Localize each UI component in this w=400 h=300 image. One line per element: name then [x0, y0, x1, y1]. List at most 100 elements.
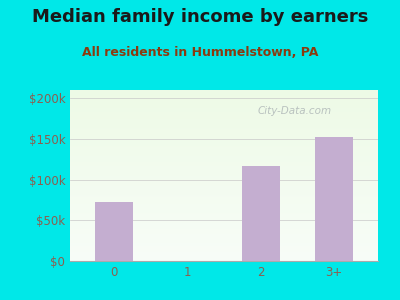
Bar	[70, 236, 378, 237]
Bar	[70, 104, 378, 105]
Bar	[70, 149, 378, 150]
Bar	[70, 206, 378, 207]
Bar	[70, 215, 378, 217]
Bar	[70, 202, 378, 203]
Bar	[70, 93, 378, 94]
Bar	[70, 146, 378, 147]
Bar	[70, 167, 378, 169]
Bar	[70, 189, 378, 190]
Bar	[70, 228, 378, 229]
Bar	[70, 194, 378, 195]
Bar	[70, 174, 378, 175]
Bar	[70, 193, 378, 194]
Bar	[70, 248, 378, 250]
Bar	[70, 198, 378, 200]
Bar	[70, 235, 378, 236]
Bar	[70, 134, 378, 136]
Bar	[70, 186, 378, 187]
Bar	[70, 120, 378, 121]
Bar	[70, 99, 378, 100]
Bar	[70, 176, 378, 177]
Bar	[70, 108, 378, 110]
Bar	[70, 188, 378, 189]
Bar	[70, 256, 378, 258]
Bar	[70, 140, 378, 141]
Bar	[70, 244, 378, 245]
Bar	[70, 162, 378, 163]
Bar	[70, 90, 378, 91]
Bar	[70, 258, 378, 259]
Bar	[70, 155, 378, 156]
Text: City-Data.com: City-Data.com	[258, 106, 332, 116]
Bar	[70, 116, 378, 117]
Bar	[70, 113, 378, 114]
Bar	[70, 259, 378, 260]
Bar	[70, 177, 378, 178]
Bar	[70, 152, 378, 153]
Bar	[70, 245, 378, 246]
Bar	[70, 100, 378, 101]
Bar	[70, 91, 378, 92]
Bar	[70, 247, 378, 248]
Bar	[70, 107, 378, 108]
Bar	[95, 202, 133, 261]
Bar	[70, 158, 378, 160]
Bar	[70, 137, 378, 138]
Bar	[70, 169, 378, 170]
Bar	[70, 254, 378, 255]
Bar	[70, 207, 378, 208]
Bar	[70, 179, 378, 180]
Bar	[70, 182, 378, 184]
Bar	[70, 132, 378, 133]
Bar	[70, 129, 378, 130]
Bar	[70, 242, 378, 243]
Bar	[70, 92, 378, 93]
Bar	[70, 110, 378, 112]
Bar	[70, 222, 378, 224]
Bar	[70, 246, 378, 247]
Bar	[70, 200, 378, 201]
Bar	[70, 103, 378, 104]
Bar	[70, 165, 378, 166]
Bar	[70, 101, 378, 103]
Bar	[70, 224, 378, 226]
Bar	[70, 212, 378, 213]
Bar	[70, 145, 378, 146]
Bar	[70, 241, 378, 242]
Bar	[70, 227, 378, 228]
Bar	[70, 211, 378, 212]
Bar	[70, 124, 378, 125]
Bar	[70, 251, 378, 252]
Bar	[70, 136, 378, 137]
Bar	[70, 164, 378, 165]
Bar	[70, 147, 378, 148]
Bar	[70, 150, 378, 152]
Bar	[70, 172, 378, 173]
Bar	[70, 117, 378, 119]
Bar	[70, 98, 378, 99]
Bar	[70, 232, 378, 234]
Bar	[70, 173, 378, 174]
Bar	[70, 208, 378, 210]
Bar	[70, 148, 378, 149]
Bar	[70, 141, 378, 142]
Bar	[70, 142, 378, 144]
Bar	[70, 196, 378, 197]
Bar	[242, 166, 280, 261]
Bar	[70, 139, 378, 140]
Bar	[70, 180, 378, 181]
Bar	[70, 106, 378, 107]
Bar	[70, 184, 378, 186]
Bar	[70, 219, 378, 220]
Bar	[70, 238, 378, 239]
Bar	[70, 237, 378, 238]
Bar	[70, 203, 378, 204]
Bar	[70, 220, 378, 221]
Bar	[70, 210, 378, 211]
Bar	[70, 97, 378, 98]
Bar	[70, 171, 378, 172]
Bar	[70, 221, 378, 222]
Bar	[70, 218, 378, 219]
Bar	[70, 96, 378, 97]
Bar	[70, 178, 378, 179]
